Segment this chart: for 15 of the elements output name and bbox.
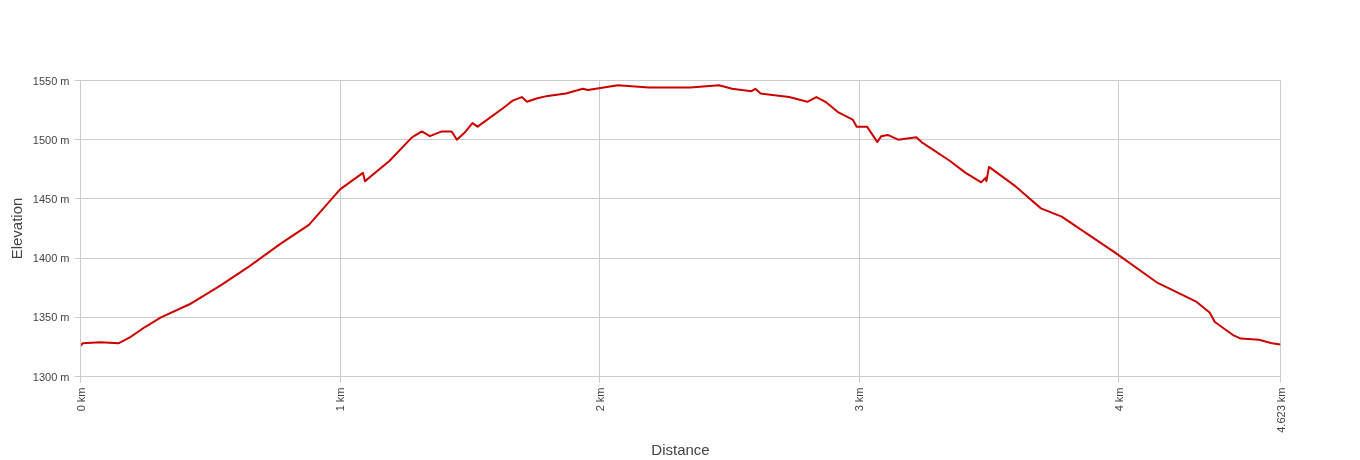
x-tick-label: 1 km <box>334 387 347 412</box>
x-tick-label: 4.623 km <box>1274 387 1287 433</box>
y-tick-label: 1400 m <box>32 252 70 265</box>
x-tick-label: 3 km <box>853 387 866 412</box>
line-series <box>80 84 1281 347</box>
y-tick-label: 1300 m <box>32 370 70 383</box>
x-tick-label: 2 km <box>593 387 606 412</box>
y-tick-label: 1500 m <box>32 133 70 146</box>
x-axis-title: Distance <box>651 440 710 458</box>
y-tick-label: 1550 m <box>32 74 70 87</box>
x-tick-label: 4 km <box>1112 387 1125 412</box>
x-tick-label: 0 km <box>74 387 87 412</box>
y-axis-title: Elevation <box>7 197 25 260</box>
y-tick-label: 1450 m <box>32 192 70 205</box>
y-tick-label: 1350 m <box>32 311 70 324</box>
